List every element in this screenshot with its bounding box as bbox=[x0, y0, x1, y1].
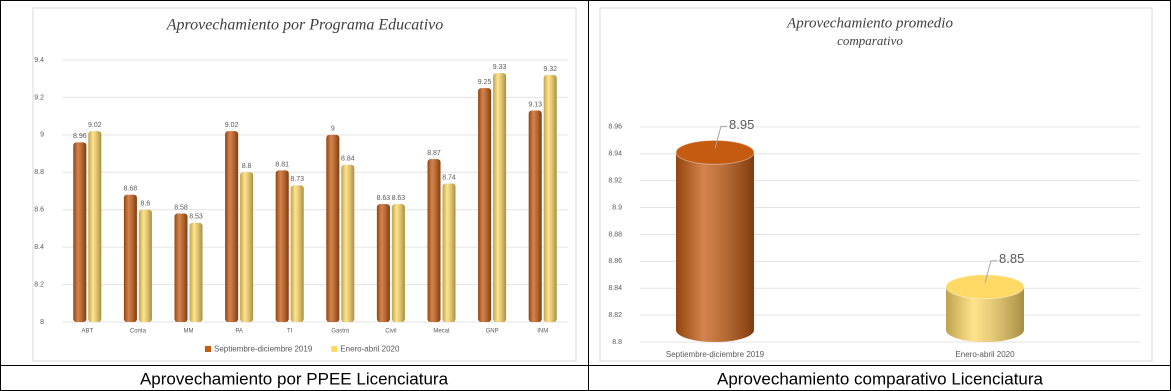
data-label: 9 bbox=[331, 126, 335, 133]
y-tick-label: 8.88 bbox=[608, 231, 622, 238]
data-label: 8.53 bbox=[189, 214, 203, 221]
data-label: 9.13 bbox=[528, 101, 542, 108]
data-label: 8.6 bbox=[141, 201, 151, 208]
bar-shading bbox=[138, 209, 152, 322]
data-label: 9.02 bbox=[225, 122, 239, 129]
y-tick-label: 8.96 bbox=[608, 124, 622, 131]
x-tick-label: Mecat bbox=[433, 329, 450, 335]
leader-line bbox=[984, 260, 997, 283]
bar-shading bbox=[376, 204, 390, 322]
bar-shading bbox=[123, 194, 137, 322]
y-tick-label: 8.6 bbox=[34, 207, 44, 214]
y-tick-label: 8.82 bbox=[608, 312, 622, 319]
data-label: 9.32 bbox=[543, 66, 557, 73]
x-tick-label: Civil bbox=[385, 329, 396, 335]
y-tick-label: 8.2 bbox=[34, 281, 44, 288]
data-label: 8.58 bbox=[174, 204, 188, 211]
plots: 88.28.48.68.899.29.4ABT8.969.02Conta8.68… bbox=[34, 57, 1140, 359]
cylinder-top bbox=[945, 274, 1025, 300]
x-tick-label: TI bbox=[287, 329, 293, 335]
data-label: 9.33 bbox=[493, 64, 507, 71]
bar-shading bbox=[189, 222, 203, 322]
y-tick-label: 8.8 bbox=[34, 169, 44, 176]
bar-shading bbox=[275, 170, 289, 322]
x-tick-label: PA bbox=[235, 329, 243, 335]
data-label: 9.25 bbox=[478, 79, 492, 86]
bar-shading bbox=[543, 74, 557, 322]
data-label: 8.63 bbox=[377, 195, 391, 202]
y-tick-label: 8.4 bbox=[34, 244, 44, 251]
bar-shading bbox=[493, 73, 507, 322]
bar-shading bbox=[427, 159, 441, 322]
data-label: 8.8 bbox=[242, 163, 252, 170]
bar-shading bbox=[174, 213, 188, 322]
legend-label: Septiembre-diciembre 2019 bbox=[214, 345, 313, 354]
data-label: 8.73 bbox=[290, 176, 304, 183]
y-tick-label: 8.94 bbox=[608, 151, 622, 158]
y-tick-label: 9.2 bbox=[34, 94, 44, 101]
y-tick-label: 8.84 bbox=[608, 285, 622, 292]
leader-line bbox=[714, 125, 727, 149]
bar-shading bbox=[240, 172, 254, 322]
data-label: 9.02 bbox=[88, 122, 102, 129]
bar-shading bbox=[528, 110, 542, 323]
data-label: 8.68 bbox=[124, 186, 138, 193]
chart-title: Aprovechamiento promedio bbox=[786, 15, 953, 31]
x-tick-label: ABT bbox=[81, 329, 93, 335]
cylinder-shade bbox=[676, 152, 754, 330]
y-tick-label: 8.86 bbox=[608, 258, 622, 265]
bar-shading bbox=[88, 131, 102, 322]
bar-shading bbox=[290, 185, 304, 322]
bar-shading bbox=[225, 131, 239, 322]
bar-shading bbox=[478, 88, 492, 322]
bar-shading bbox=[73, 142, 87, 322]
y-tick-label: 8.8 bbox=[612, 339, 622, 346]
legend-swatch bbox=[205, 346, 211, 352]
x-tick-label: INM bbox=[537, 329, 548, 335]
x-tick-label: Septiembre-diciembre 2019 bbox=[666, 350, 765, 359]
bar-shading bbox=[326, 134, 340, 322]
legend-swatch bbox=[331, 346, 338, 352]
cylinder-top bbox=[675, 139, 755, 165]
data-label: 8.85 bbox=[999, 251, 1024, 266]
y-tick-label: 9 bbox=[40, 132, 44, 139]
y-tick-label: 9.4 bbox=[34, 57, 44, 64]
x-tick-label: Enero-abril 2020 bbox=[955, 350, 1015, 359]
bar-shading bbox=[391, 204, 405, 322]
bar-shading bbox=[442, 183, 456, 322]
chart-title: Aprovechamiento por Programa Educativo bbox=[166, 17, 444, 34]
data-label: 8.63 bbox=[392, 195, 406, 202]
x-tick-label: Gastro bbox=[331, 329, 350, 335]
x-tick-label: Conta bbox=[130, 329, 147, 335]
data-label: 8.96 bbox=[73, 133, 87, 140]
x-tick-label: GNP bbox=[486, 329, 499, 335]
y-tick-label: 8.9 bbox=[612, 204, 622, 211]
y-tick-label: 8 bbox=[40, 319, 44, 326]
caption: Aprovechamiento por PPEE Licenciatura bbox=[140, 369, 449, 388]
data-label: 8.84 bbox=[341, 156, 355, 163]
data-label: 8.87 bbox=[427, 150, 441, 157]
y-tick-label: 8.92 bbox=[608, 178, 622, 185]
legend-label: Enero-abril 2020 bbox=[340, 345, 400, 354]
data-label: 8.95 bbox=[729, 117, 754, 132]
bar-shading bbox=[341, 164, 355, 322]
data-label: 8.81 bbox=[275, 161, 289, 168]
chart-subtitle: comparativo bbox=[837, 33, 903, 48]
data-label: 8.74 bbox=[442, 174, 456, 181]
caption: Aprovechamiento comparativo Licenciatura bbox=[717, 369, 1044, 388]
x-tick-label: MM bbox=[184, 329, 194, 335]
